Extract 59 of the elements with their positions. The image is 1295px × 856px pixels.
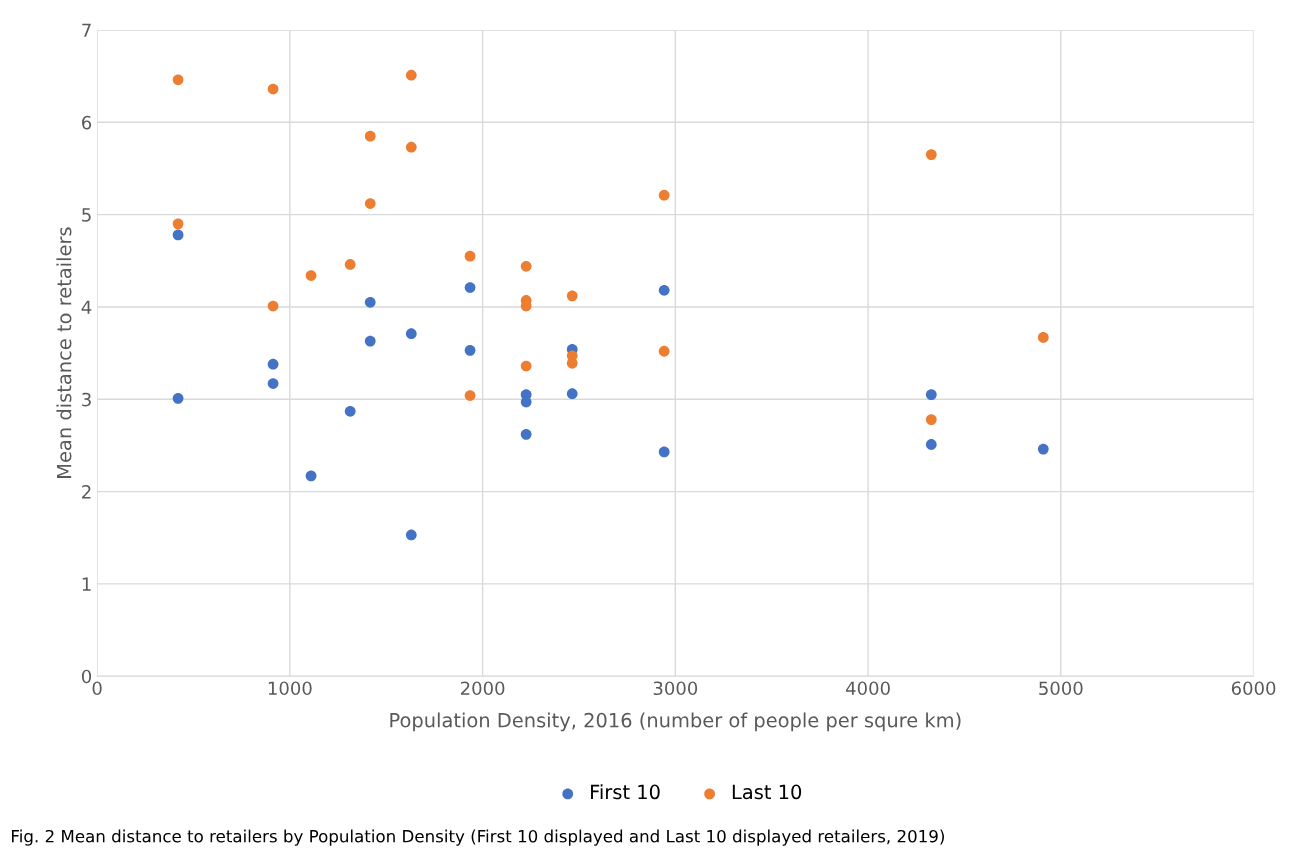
- point: [464, 344, 476, 356]
- point: [925, 149, 937, 160]
- point: [267, 300, 279, 312]
- point: [172, 218, 184, 230]
- legend-label: Last 10: [732, 784, 802, 800]
- y-tick-label: 3: [82, 392, 91, 407]
- x-tick-label: 2000: [460, 681, 505, 696]
- point: [658, 345, 670, 357]
- point: [464, 250, 476, 262]
- point: [520, 260, 532, 272]
- point: [405, 141, 417, 153]
- y-tick-label: 7: [82, 23, 91, 37]
- point: [305, 270, 317, 281]
- point: [364, 198, 376, 209]
- point: [658, 189, 670, 201]
- x-tick-label: 1000: [268, 681, 312, 696]
- point: [305, 470, 317, 482]
- point: [267, 378, 279, 389]
- y-tick-label: 1: [82, 577, 91, 591]
- point: [344, 259, 356, 270]
- point: [267, 83, 279, 95]
- y-axis-title: Mean distance to retailers: [56, 227, 72, 478]
- point: [464, 282, 476, 293]
- x-tick-label: 4000: [845, 681, 890, 696]
- y-tick-label: 6: [82, 115, 92, 130]
- point: [1037, 443, 1049, 455]
- point: [364, 130, 376, 142]
- point: [172, 229, 184, 241]
- point: [925, 389, 937, 401]
- point: [520, 360, 532, 372]
- point: [267, 358, 279, 370]
- point: [464, 390, 476, 401]
- x-axis-title: Population Density, 2016 (number of people per squre km): [390, 712, 961, 732]
- x-tick-label: 6000: [1231, 681, 1276, 696]
- point: [658, 446, 670, 458]
- point: [405, 69, 417, 81]
- x-tick-label: 3000: [653, 681, 698, 696]
- point: [925, 414, 937, 425]
- point: [405, 529, 417, 541]
- legend-label: First 10: [591, 784, 660, 800]
- point: [925, 439, 937, 450]
- caption: Fig. 2 Mean distance to retailers by Population Density (First 10 displayed and Last 10 displayed retailers, 2019): [12, 829, 944, 846]
- point: [520, 428, 532, 440]
- point: [364, 335, 376, 347]
- point: [1037, 332, 1049, 343]
- y-tick-label: 4: [81, 300, 92, 314]
- x-tick-label: 5000: [1039, 681, 1083, 696]
- point: [172, 392, 184, 404]
- point: [364, 296, 376, 308]
- y-tick-label: 5: [82, 208, 91, 222]
- y-tick-label: 0: [81, 669, 92, 684]
- x-tick-label: 0: [92, 681, 102, 696]
- point: [344, 405, 356, 417]
- point: [566, 388, 578, 400]
- point: [405, 328, 417, 340]
- point: [658, 284, 670, 296]
- point: [172, 74, 184, 86]
- y-tick-label: 2: [82, 485, 91, 499]
- point: [566, 290, 578, 302]
